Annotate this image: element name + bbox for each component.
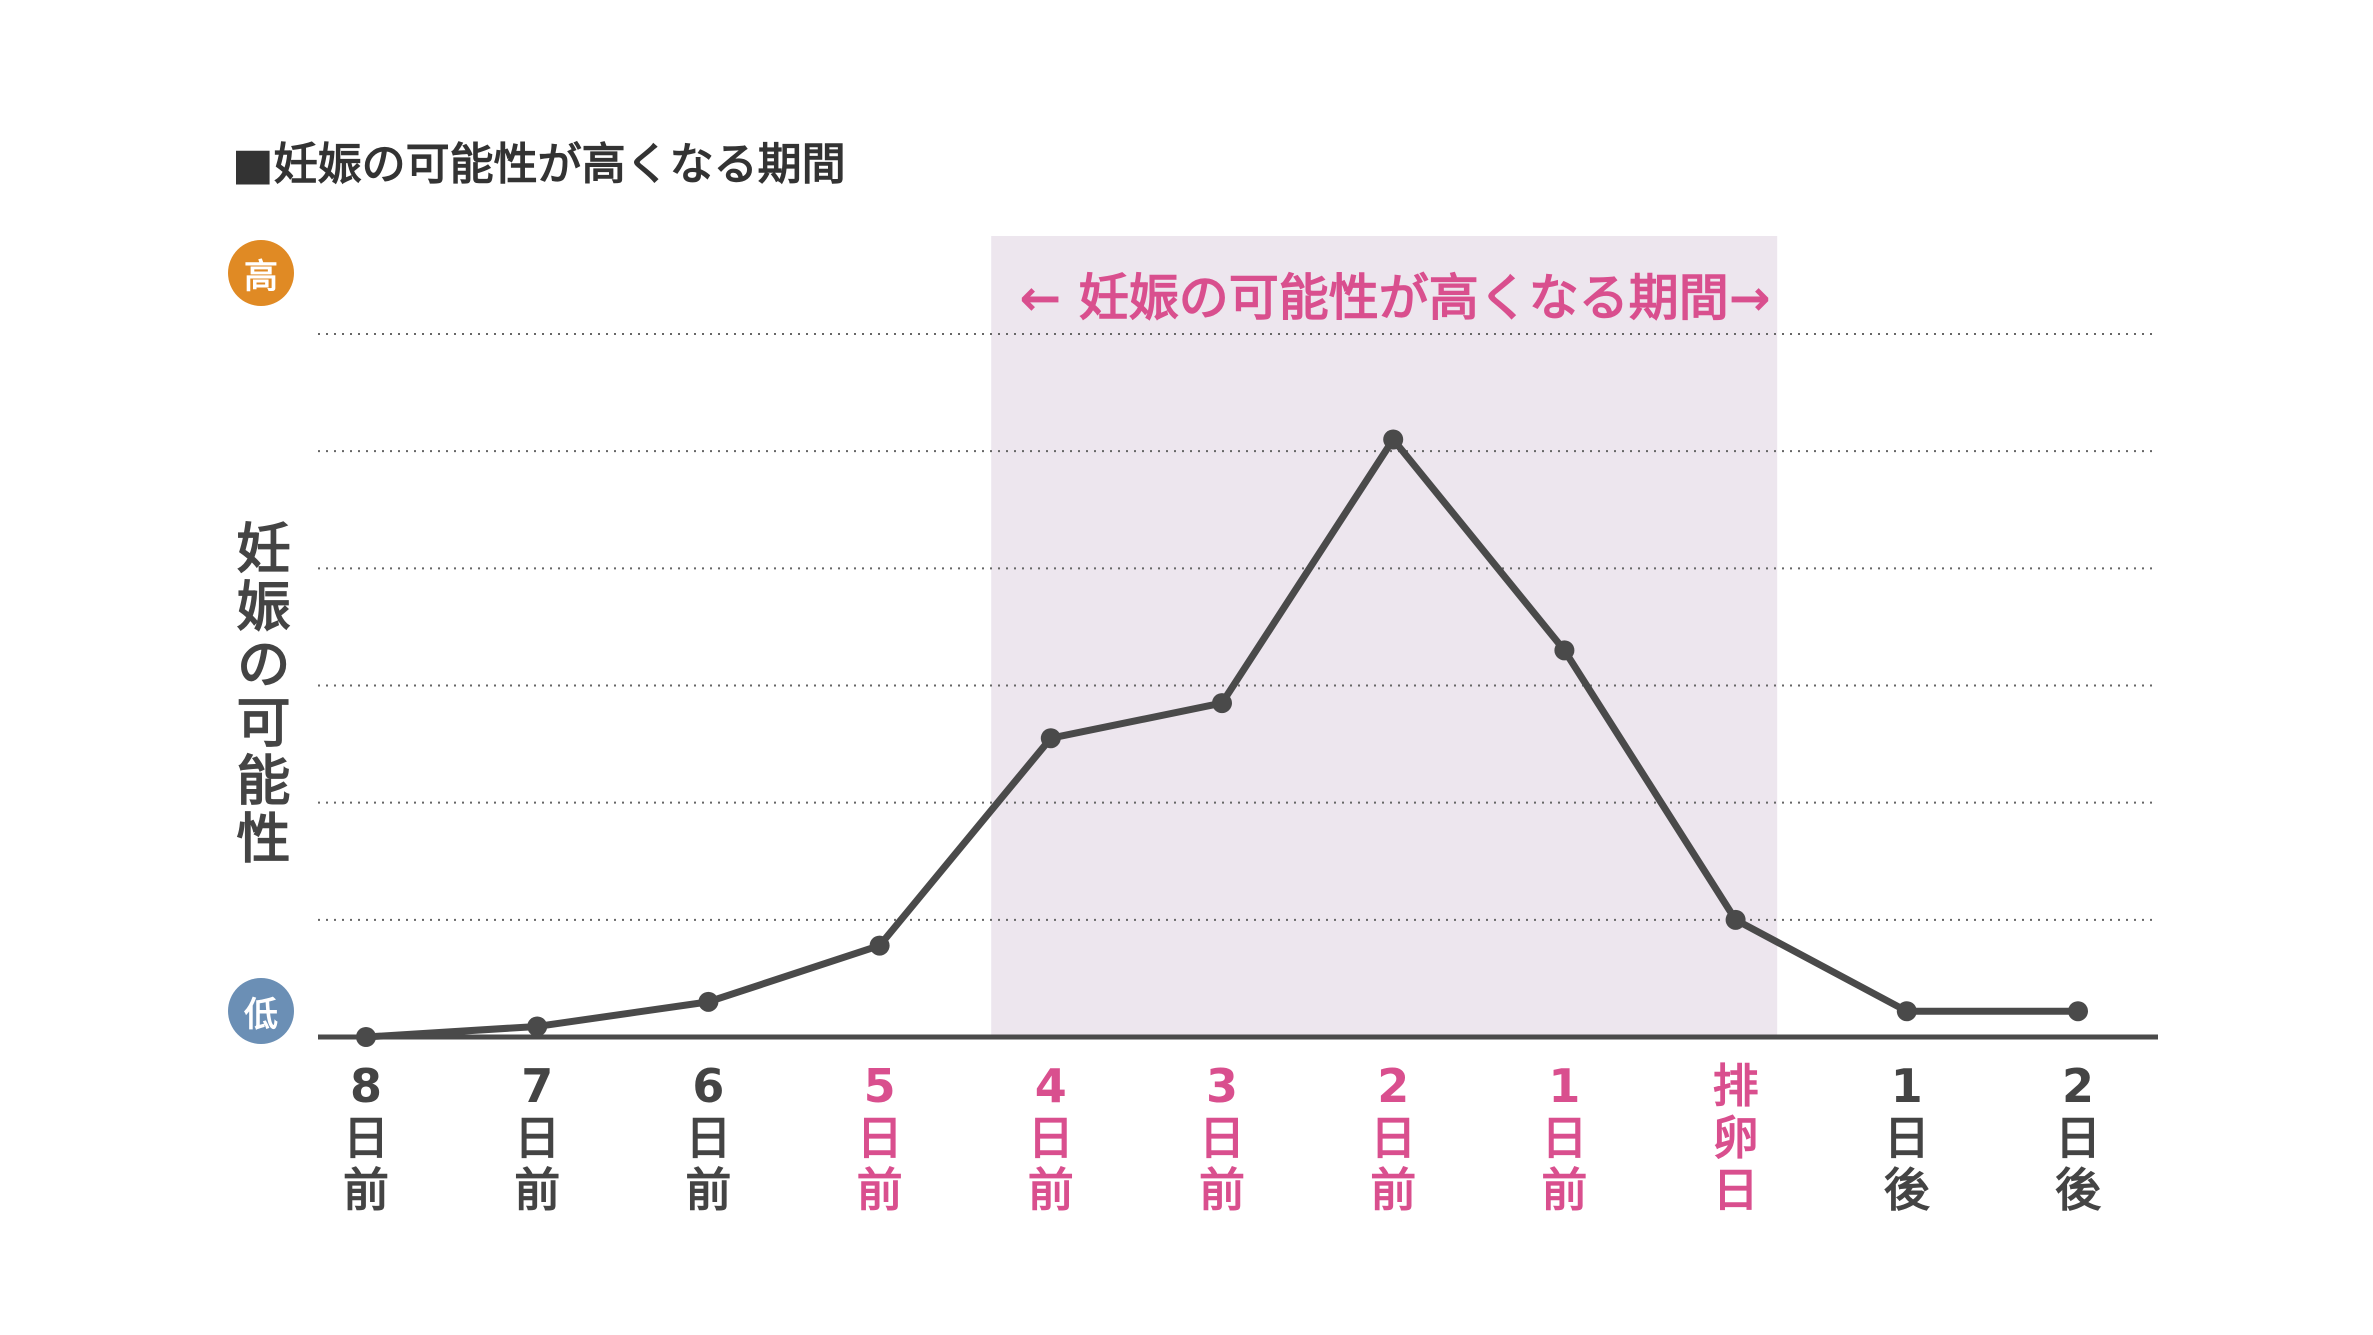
x-tick-label: 2 (1377, 1059, 1409, 1113)
x-tick-label: 排 (1713, 1059, 1759, 1113)
x-tick-label: 6 (692, 1059, 724, 1113)
data-point (1725, 909, 1746, 930)
data-point (1554, 640, 1575, 661)
data-point (356, 1027, 376, 1047)
y-axis-label: 妊娠の可能性 (227, 520, 290, 868)
chart-title: ■妊娠の可能性が高くなる期間 (232, 139, 846, 190)
x-tick-label: 5 (864, 1059, 896, 1113)
x-tick-label: 7 (521, 1059, 553, 1113)
data-point (1040, 728, 1061, 749)
x-tick-label: 8 (350, 1059, 382, 1113)
data-point (698, 991, 719, 1012)
x-tick-label: 日 (1370, 1111, 1416, 1165)
data-point (1212, 693, 1232, 714)
x-tick-label: 前 (685, 1163, 731, 1217)
x-tick-label: 後 (1884, 1163, 1931, 1217)
x-tick-label: 日 (685, 1111, 731, 1165)
data-point (527, 1016, 548, 1037)
fertile-window-label: ← 妊娠の可能性が高くなる期間→ (1019, 269, 1771, 327)
x-tick-label: 前 (857, 1163, 903, 1217)
x-tick-label: 日 (2055, 1111, 2101, 1165)
x-tick-label: 日 (1028, 1111, 1074, 1165)
x-tick-label: 前 (514, 1163, 560, 1217)
x-tick-label: 日 (514, 1111, 560, 1165)
x-tick-label: 卵 (1713, 1111, 1759, 1165)
data-point (2068, 1001, 2088, 1022)
low-badge: 低 (228, 978, 294, 1044)
x-tick-label: 3 (1206, 1059, 1238, 1113)
x-tick-label: 1 (1548, 1059, 1580, 1113)
data-point (869, 935, 890, 956)
data-point (1896, 1001, 1917, 1022)
x-tick-label: 1 (1891, 1059, 1923, 1113)
x-tick-label: 日 (1884, 1111, 1930, 1165)
x-tick-label: 前 (1541, 1163, 1587, 1217)
x-tick-label: 4 (1035, 1059, 1067, 1113)
x-tick-label: 前 (1028, 1163, 1074, 1217)
fertile-window-band (991, 236, 1778, 1037)
x-tick-label: 後 (2055, 1163, 2102, 1217)
x-tick-label: 2 (2062, 1059, 2094, 1113)
x-tick-label: 日 (343, 1111, 389, 1165)
x-tick-label: 前 (1199, 1163, 1245, 1217)
x-tick-label: 日 (1713, 1163, 1759, 1217)
data-point (1383, 429, 1404, 450)
x-tick-label: 日 (1199, 1111, 1245, 1165)
x-tick-label: 前 (1370, 1163, 1416, 1217)
x-tick-label: 前 (343, 1163, 389, 1217)
x-tick-label: 日 (1541, 1111, 1587, 1165)
high-badge: 高 (228, 240, 294, 306)
x-tick-label: 日 (857, 1111, 903, 1165)
